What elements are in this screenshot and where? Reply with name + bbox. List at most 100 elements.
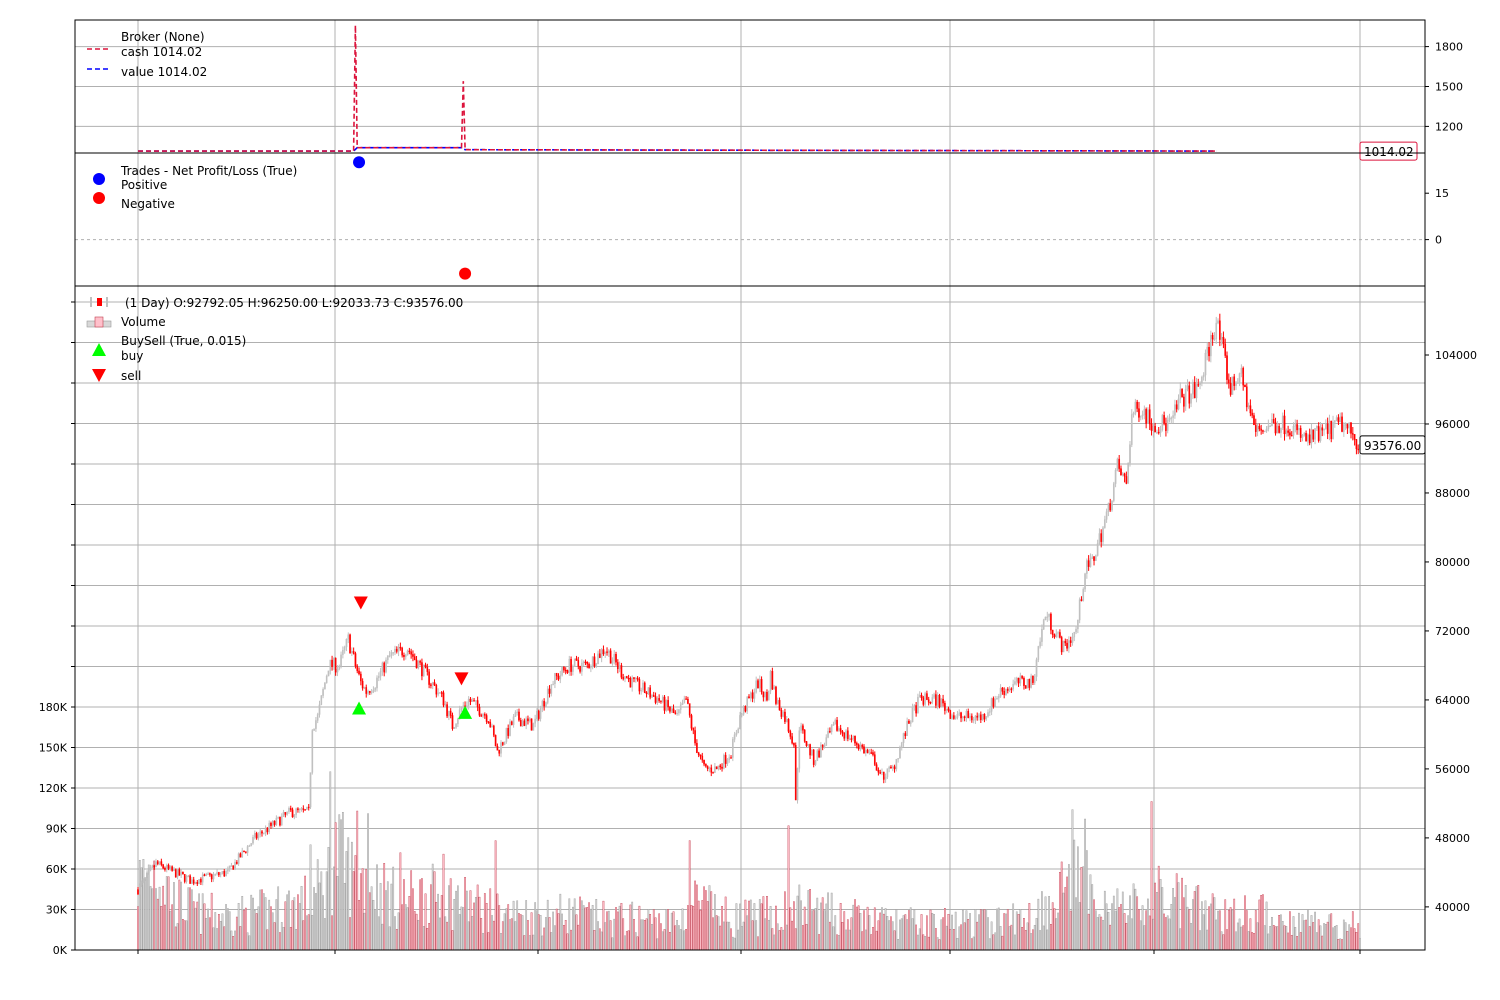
candle-body [1064,640,1067,644]
volume-bar [1026,922,1029,951]
candle-body [827,730,829,738]
volume-bar [1148,915,1151,951]
candle-body [331,659,333,667]
candle-body [164,867,166,870]
volume-bar [1098,914,1101,951]
volume-bar [764,918,767,951]
candle-body [167,864,170,869]
candle-body [417,661,420,669]
candle-body [949,710,952,719]
candle-body [884,777,887,780]
volume-bar [198,893,200,951]
candle-body [253,832,256,838]
volume-bar [385,890,387,951]
candle-body [200,879,202,883]
volume-bar [776,923,779,951]
candle-body [615,654,617,663]
candle-body [185,876,188,882]
volume-bar [954,911,957,951]
candle-body [527,718,529,722]
candle-body [354,653,357,667]
volume-bar [442,853,445,951]
candle-body [1175,404,1178,410]
candle-body [1343,424,1345,432]
candle-body [1271,419,1273,427]
candle-body [785,718,788,722]
grid [75,20,1425,951]
volume-bar [600,931,603,951]
candle-body [793,743,795,746]
candle-body [712,772,714,774]
volume-bar [589,908,592,951]
volume-bar [1094,910,1097,951]
volume-bar [895,909,898,951]
volume-bar [976,921,979,951]
volume-bar [156,898,159,951]
volume-bar [347,837,350,951]
candle-body [1091,556,1094,559]
candle-body [324,682,326,690]
volume-bar [572,906,574,951]
volume-bar [694,880,696,951]
candle-body [767,690,770,701]
candle-body [945,708,948,711]
candle-body [895,759,898,770]
volume-bar [1157,865,1160,951]
volume-bar [893,930,896,951]
candle-body [442,692,445,706]
sell-marker [353,596,368,610]
candle-body [494,735,497,747]
volume-bar [1199,930,1201,951]
candle-body [1147,409,1149,424]
volume-bar [960,924,962,951]
candle-body [642,682,644,691]
volume-bar [324,918,326,951]
volume-bar [487,932,490,951]
volume-bar [386,881,389,951]
volume-bar [800,900,802,951]
volume-bar [676,920,678,951]
candle-body [158,861,161,865]
candle-body [696,742,698,753]
volume-bar [1096,917,1099,951]
volume-bar [1156,892,1158,951]
candle-body [257,834,260,839]
volume-bar [735,903,738,951]
volume-bar [311,915,314,951]
volume-bar [261,889,263,951]
candle-body [631,677,634,688]
volume-bar [1161,887,1164,951]
volume-bar [661,931,664,951]
price-panel: 93576.00 [137,313,1426,951]
candle-body [248,845,251,847]
volume-bar [557,913,560,951]
volume-bar [942,917,944,951]
candle-body [1317,426,1320,441]
candle-body [315,720,317,729]
volume-bar [325,871,328,951]
candle-body [1116,458,1119,471]
candle-body [1314,428,1316,440]
candle-body [717,765,720,770]
candle-body [1190,394,1192,404]
candle-body [1208,346,1210,357]
candle-body [302,808,305,810]
volume-bar [358,900,360,951]
candle-body [228,865,231,870]
candle-body [1326,423,1329,434]
candle-body [1188,385,1191,404]
candle-body [431,682,434,685]
candle-body [140,881,143,886]
candle-body [951,715,953,719]
volume-bar [642,919,644,951]
volume-bar [881,907,883,951]
candle-body [1118,458,1121,469]
volume-bar [525,900,528,951]
candle-body [422,664,425,677]
broker-cash-line [138,25,1217,152]
candle-body [742,706,745,715]
volume-bar [271,912,274,951]
volume-bar [988,938,991,951]
volume-bar [1296,936,1298,951]
volume-bar [1120,904,1122,951]
